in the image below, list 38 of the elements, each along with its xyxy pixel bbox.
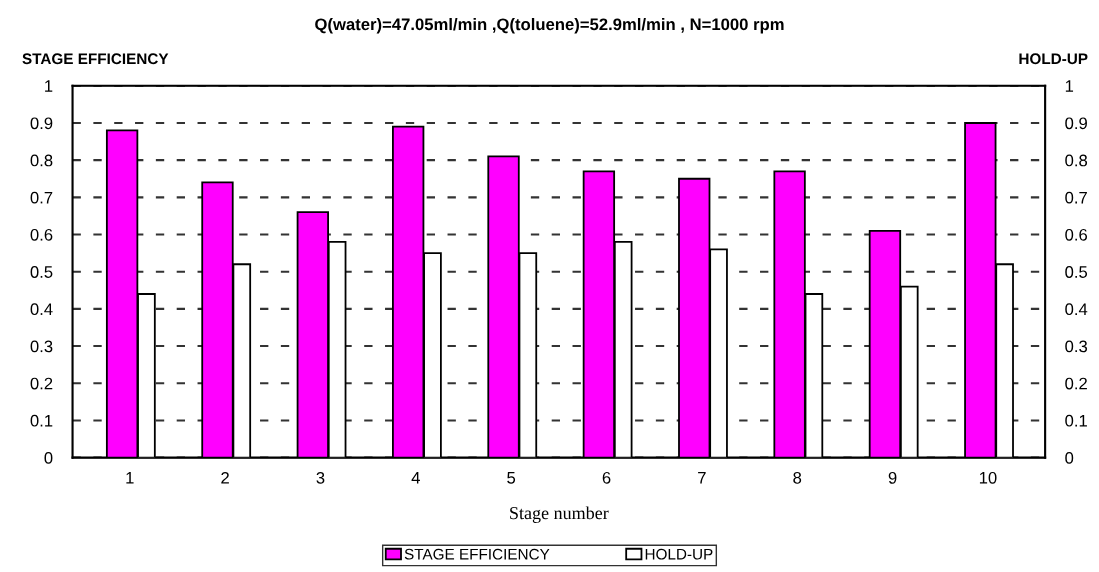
x-tick-label: 1: [126, 472, 134, 484]
x-tick-label: 4: [411, 472, 420, 484]
y2-tick-label: 0.2: [1065, 377, 1087, 390]
chart-title: Q(water)=47.05ml/min ,Q(toluene)=52.9ml/min , N=1000 rpm: [315, 17, 784, 34]
legend-label: STAGE EFFICIENCY: [404, 548, 550, 560]
y-tick-label: 1: [45, 80, 53, 92]
y2-axis-title: HOLD-UP: [1019, 53, 1088, 65]
y2-tick-label: 0.4: [1065, 303, 1088, 316]
y-tick-label: 0.1: [30, 414, 53, 427]
y2-tick-label: 0: [1065, 452, 1074, 464]
y2-tick-label: 0.3: [1065, 340, 1088, 353]
legend-label: HOLD-UP: [645, 548, 713, 560]
y-tick-label: 0.5: [30, 266, 53, 278]
x-tick-label: 5: [507, 472, 516, 484]
x-tick-label: 8: [793, 471, 802, 484]
y2-tick-label: 1: [1065, 80, 1074, 92]
x-tick-label: 7: [698, 472, 706, 484]
x-tick-label: 9: [888, 471, 897, 484]
y2-tick-label: 0.8: [1065, 154, 1088, 167]
y2-tick-label: 0.9: [1065, 117, 1087, 130]
y-tick-label: 0.9: [30, 117, 53, 130]
y2-tick-label: 0.7: [1065, 191, 1087, 204]
x-axis-title: Stage number: [510, 506, 609, 523]
y2-tick-label: 0.6: [1065, 228, 1088, 241]
y2-tick-label: 0.5: [1065, 266, 1088, 278]
y2-tick-label: 0.1: [1065, 414, 1087, 427]
x-tick-label: 10: [979, 471, 997, 484]
y-tick-label: 0.2: [30, 377, 53, 390]
y-tick-label: 0.8: [30, 154, 53, 167]
y-tick-label: 0.4: [30, 303, 53, 316]
y-tick-label: 0.6: [30, 228, 53, 241]
y-tick-label: 0.7: [30, 191, 53, 204]
x-tick-label: 3: [316, 471, 325, 484]
x-tick-label: 2: [221, 471, 229, 484]
y-tick-label: 0: [44, 452, 53, 464]
y-axis-title: STAGE EFFICIENCY: [22, 53, 169, 65]
x-tick-label: 6: [602, 471, 611, 484]
y-tick-label: 0.3: [30, 340, 53, 353]
